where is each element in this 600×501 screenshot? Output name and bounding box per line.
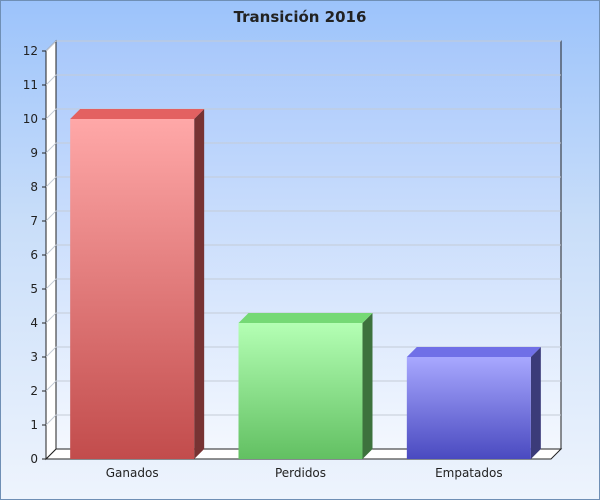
y-tick-label: 7 bbox=[30, 214, 38, 228]
y-tick-label: 9 bbox=[30, 146, 38, 160]
gridline-side bbox=[45, 312, 57, 324]
gridline-side bbox=[45, 380, 57, 392]
bar-top bbox=[406, 347, 541, 357]
gridline-side bbox=[45, 108, 57, 120]
bar-side bbox=[194, 109, 205, 459]
gridline-side bbox=[45, 40, 57, 52]
bar-top bbox=[238, 313, 373, 323]
y-tick-label: 8 bbox=[30, 180, 38, 194]
bar bbox=[238, 323, 363, 459]
y-tick-label: 12 bbox=[23, 44, 38, 58]
chart-title: Transición 2016 bbox=[233, 8, 367, 26]
bar-side bbox=[530, 347, 541, 459]
y-tick-label: 11 bbox=[23, 78, 38, 92]
y-tick-label: 5 bbox=[30, 282, 38, 296]
gridline-side bbox=[45, 244, 57, 256]
x-tick-label: Perdidos bbox=[275, 466, 326, 480]
gridline-side bbox=[45, 278, 57, 290]
gridline-side bbox=[45, 142, 57, 154]
bar-top bbox=[70, 109, 205, 119]
y-tick-label: 3 bbox=[30, 350, 38, 364]
y-tick-label: 0 bbox=[30, 452, 38, 466]
gridline-side bbox=[45, 346, 57, 358]
gridline-side bbox=[45, 74, 57, 86]
y-tick-label: 6 bbox=[30, 248, 38, 262]
y-tick-label: 10 bbox=[23, 112, 38, 126]
bar bbox=[70, 119, 195, 459]
gridline-side bbox=[45, 414, 57, 426]
y-tick-label: 2 bbox=[30, 384, 38, 398]
y-tick-label: 4 bbox=[30, 316, 38, 330]
gridline-side bbox=[45, 176, 57, 188]
bar-side bbox=[362, 313, 373, 459]
bar bbox=[406, 357, 531, 459]
x-tick-label: Ganados bbox=[106, 466, 159, 480]
gridline-side bbox=[45, 210, 57, 222]
x-tick-label: Empatados bbox=[435, 466, 503, 480]
y-tick-label: 1 bbox=[30, 418, 38, 432]
